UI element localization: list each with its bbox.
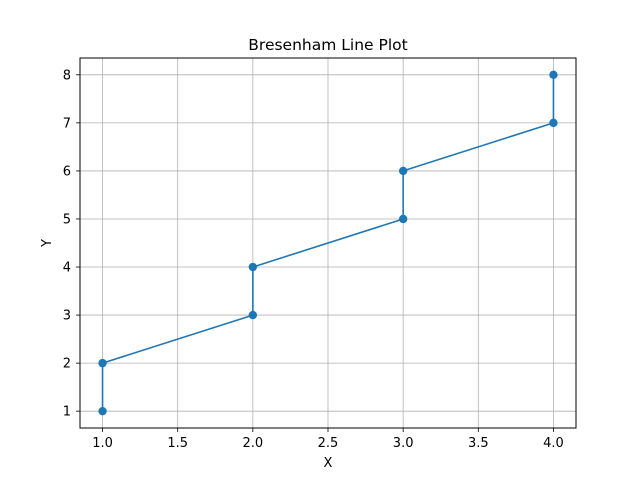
axis-ticks: 1.0 1.5 2.0 2.5 3.0 3.5 4.0 1 2 3 4 5 6 7 8	[63, 68, 564, 451]
data-point	[248, 310, 258, 320]
x-tick-label: 4.0	[543, 436, 564, 451]
data-series	[98, 70, 558, 416]
x-tick-label: 1.5	[167, 436, 188, 451]
y-tick-label: 3	[63, 309, 71, 324]
x-tick-label: 3.0	[393, 436, 414, 451]
data-point	[549, 70, 558, 80]
grid	[80, 58, 576, 428]
data-point	[549, 118, 558, 128]
y-tick-label: 1	[63, 405, 71, 420]
data-point	[98, 406, 107, 416]
y-tick-label: 6	[63, 164, 71, 179]
y-tick-label: 5	[63, 212, 71, 227]
y-tick-label: 8	[63, 68, 71, 83]
x-tick-label: 2.5	[318, 436, 339, 451]
x-tick-label: 2.0	[243, 436, 264, 451]
y-tick-label: 4	[63, 261, 71, 276]
y-axis-label: Y	[40, 239, 55, 248]
series-line	[101, 74, 555, 412]
x-axis-label: X	[324, 456, 333, 471]
data-point	[98, 358, 107, 368]
x-tick-label: 1.0	[92, 436, 113, 451]
chart-title: Bresenham Line Plot	[248, 36, 407, 54]
data-point	[398, 166, 408, 176]
data-point	[248, 262, 258, 272]
y-tick-label: 7	[63, 116, 71, 131]
y-tick-label: 2	[63, 357, 71, 372]
data-point	[398, 214, 408, 224]
x-tick-label: 3.5	[468, 436, 489, 451]
